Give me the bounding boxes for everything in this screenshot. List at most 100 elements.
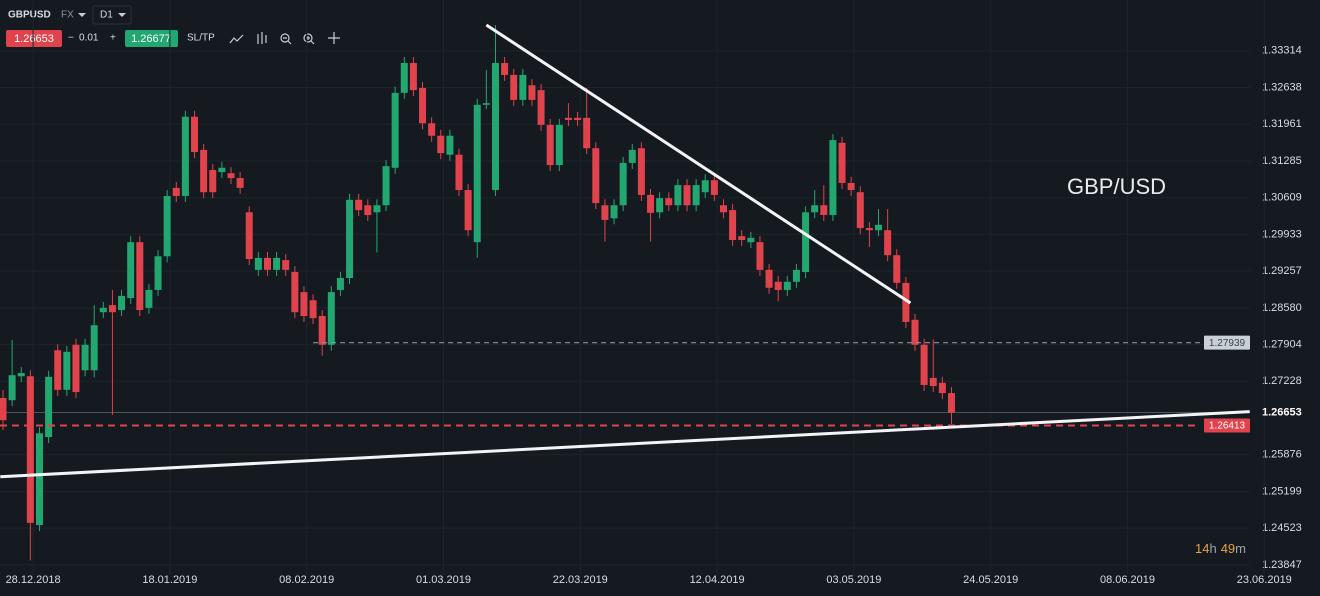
candle-body [81,344,89,371]
candle-body [17,373,25,377]
candle-body [875,224,883,231]
candle-body [336,277,344,290]
toolbar: GBPUSD FX D1 1.26653 − 0.01 + 1.26677 SL… [6,5,340,47]
spread: 0.01 [79,33,99,44]
sltp[interactable]: SL/TP [187,33,215,44]
spread-minus[interactable]: − [68,33,74,44]
candle-body [747,237,755,243]
candle-body [45,376,53,438]
y-tick-label: 1.29257 [1262,265,1302,277]
candle-body [400,62,408,93]
candle-body [592,148,600,204]
candle-body [637,148,645,195]
candle-body [501,62,509,75]
candle-body [218,167,226,173]
candle-body [491,62,499,191]
x-tick-label: 22.03.2019 [553,574,608,586]
candle-body [437,135,445,154]
y-tick-label: 1.30609 [1262,192,1302,204]
bid-box[interactable] [6,30,62,47]
y-tick-label: 1.31285 [1262,155,1302,167]
plot: 1.27939 1.26413 [0,23,1250,561]
candle-body [54,350,62,390]
candle-body [856,192,864,229]
dropdown-arrow[interactable] [78,13,86,17]
timeframe-box[interactable] [92,5,132,25]
annotation: GBP/USD [1067,174,1166,199]
candle-body [647,194,655,213]
symbol[interactable]: GBPUSD [8,10,51,21]
candle-body [154,256,162,290]
tool-icons[interactable] [229,32,340,45]
y-tick-label: 1.24523 [1262,522,1302,534]
candle-body [911,319,919,345]
candle-body [546,124,554,166]
countdown-part: 49 [1221,541,1235,556]
candle-body [99,307,107,313]
candle-body [893,255,901,283]
candle-body [701,180,709,193]
x-tick-label: 24.05.2019 [963,574,1018,586]
y-tick-label: 1.25199 [1262,485,1302,497]
candle-body [884,230,892,256]
spread-plus[interactable]: + [110,33,116,44]
candle-body [282,260,290,270]
candle-body [263,257,271,270]
candle-body [920,344,928,385]
trendline [0,410,1250,479]
bid[interactable]: 1.26653 [14,33,54,45]
level-tag [1204,418,1250,433]
candle-body [191,116,199,153]
candle-body [300,292,308,317]
candle-body [583,117,591,149]
x-tick-label: 08.06.2019 [1100,574,1155,586]
y-tick-label: 1.25876 [1262,449,1302,461]
x-tick-label: 01.03.2019 [416,574,471,586]
ask[interactable]: 1.26677 [131,33,171,45]
candle-body [820,205,828,216]
candle-body [656,198,664,213]
candle-body [738,236,746,240]
level-label: 1.26413 [1209,421,1246,432]
candle-body [8,375,16,401]
y-tick-label: 1.27228 [1262,375,1302,387]
candle-body [473,104,481,243]
candle-body [555,124,563,166]
level-label: 1.27939 [1209,338,1246,349]
candle-body [346,199,354,278]
candle-body [692,185,700,206]
x-tick-label: 18.01.2019 [142,574,197,586]
x-tick-label: 12.04.2019 [690,574,745,586]
candle-body [729,210,737,240]
candle-body [118,295,126,311]
candle-body [482,103,490,105]
candle-body [519,74,527,100]
countdown-part: 14 [1195,541,1209,556]
candle-body [364,205,372,216]
candle-body [528,85,536,100]
timeframe[interactable]: D1 [100,10,113,21]
y-tick-label: 1.27904 [1262,338,1302,350]
candle-body [847,182,855,191]
y-tick-label: 1.29933 [1262,228,1302,240]
candle-body [802,212,810,273]
candle-body [318,316,326,345]
candle-body [792,269,800,282]
candle-body [391,92,399,168]
candle-body [829,140,837,216]
candle-body [63,351,71,390]
candle-body [291,272,299,313]
candle-body [574,117,582,120]
candle-body [811,205,819,213]
candle-body [947,393,955,413]
ask-box[interactable] [125,30,178,47]
candle-body [309,300,317,319]
dropdown-arrow[interactable] [118,13,126,17]
candle-body [35,433,43,526]
candle-body [428,123,436,136]
countdown-part: h [1209,541,1216,556]
candle-body [0,397,7,421]
candle-body [172,187,180,197]
y-tick-label: 1.33314 [1262,45,1302,57]
x-tick-label: 28.12.2018 [6,574,61,586]
